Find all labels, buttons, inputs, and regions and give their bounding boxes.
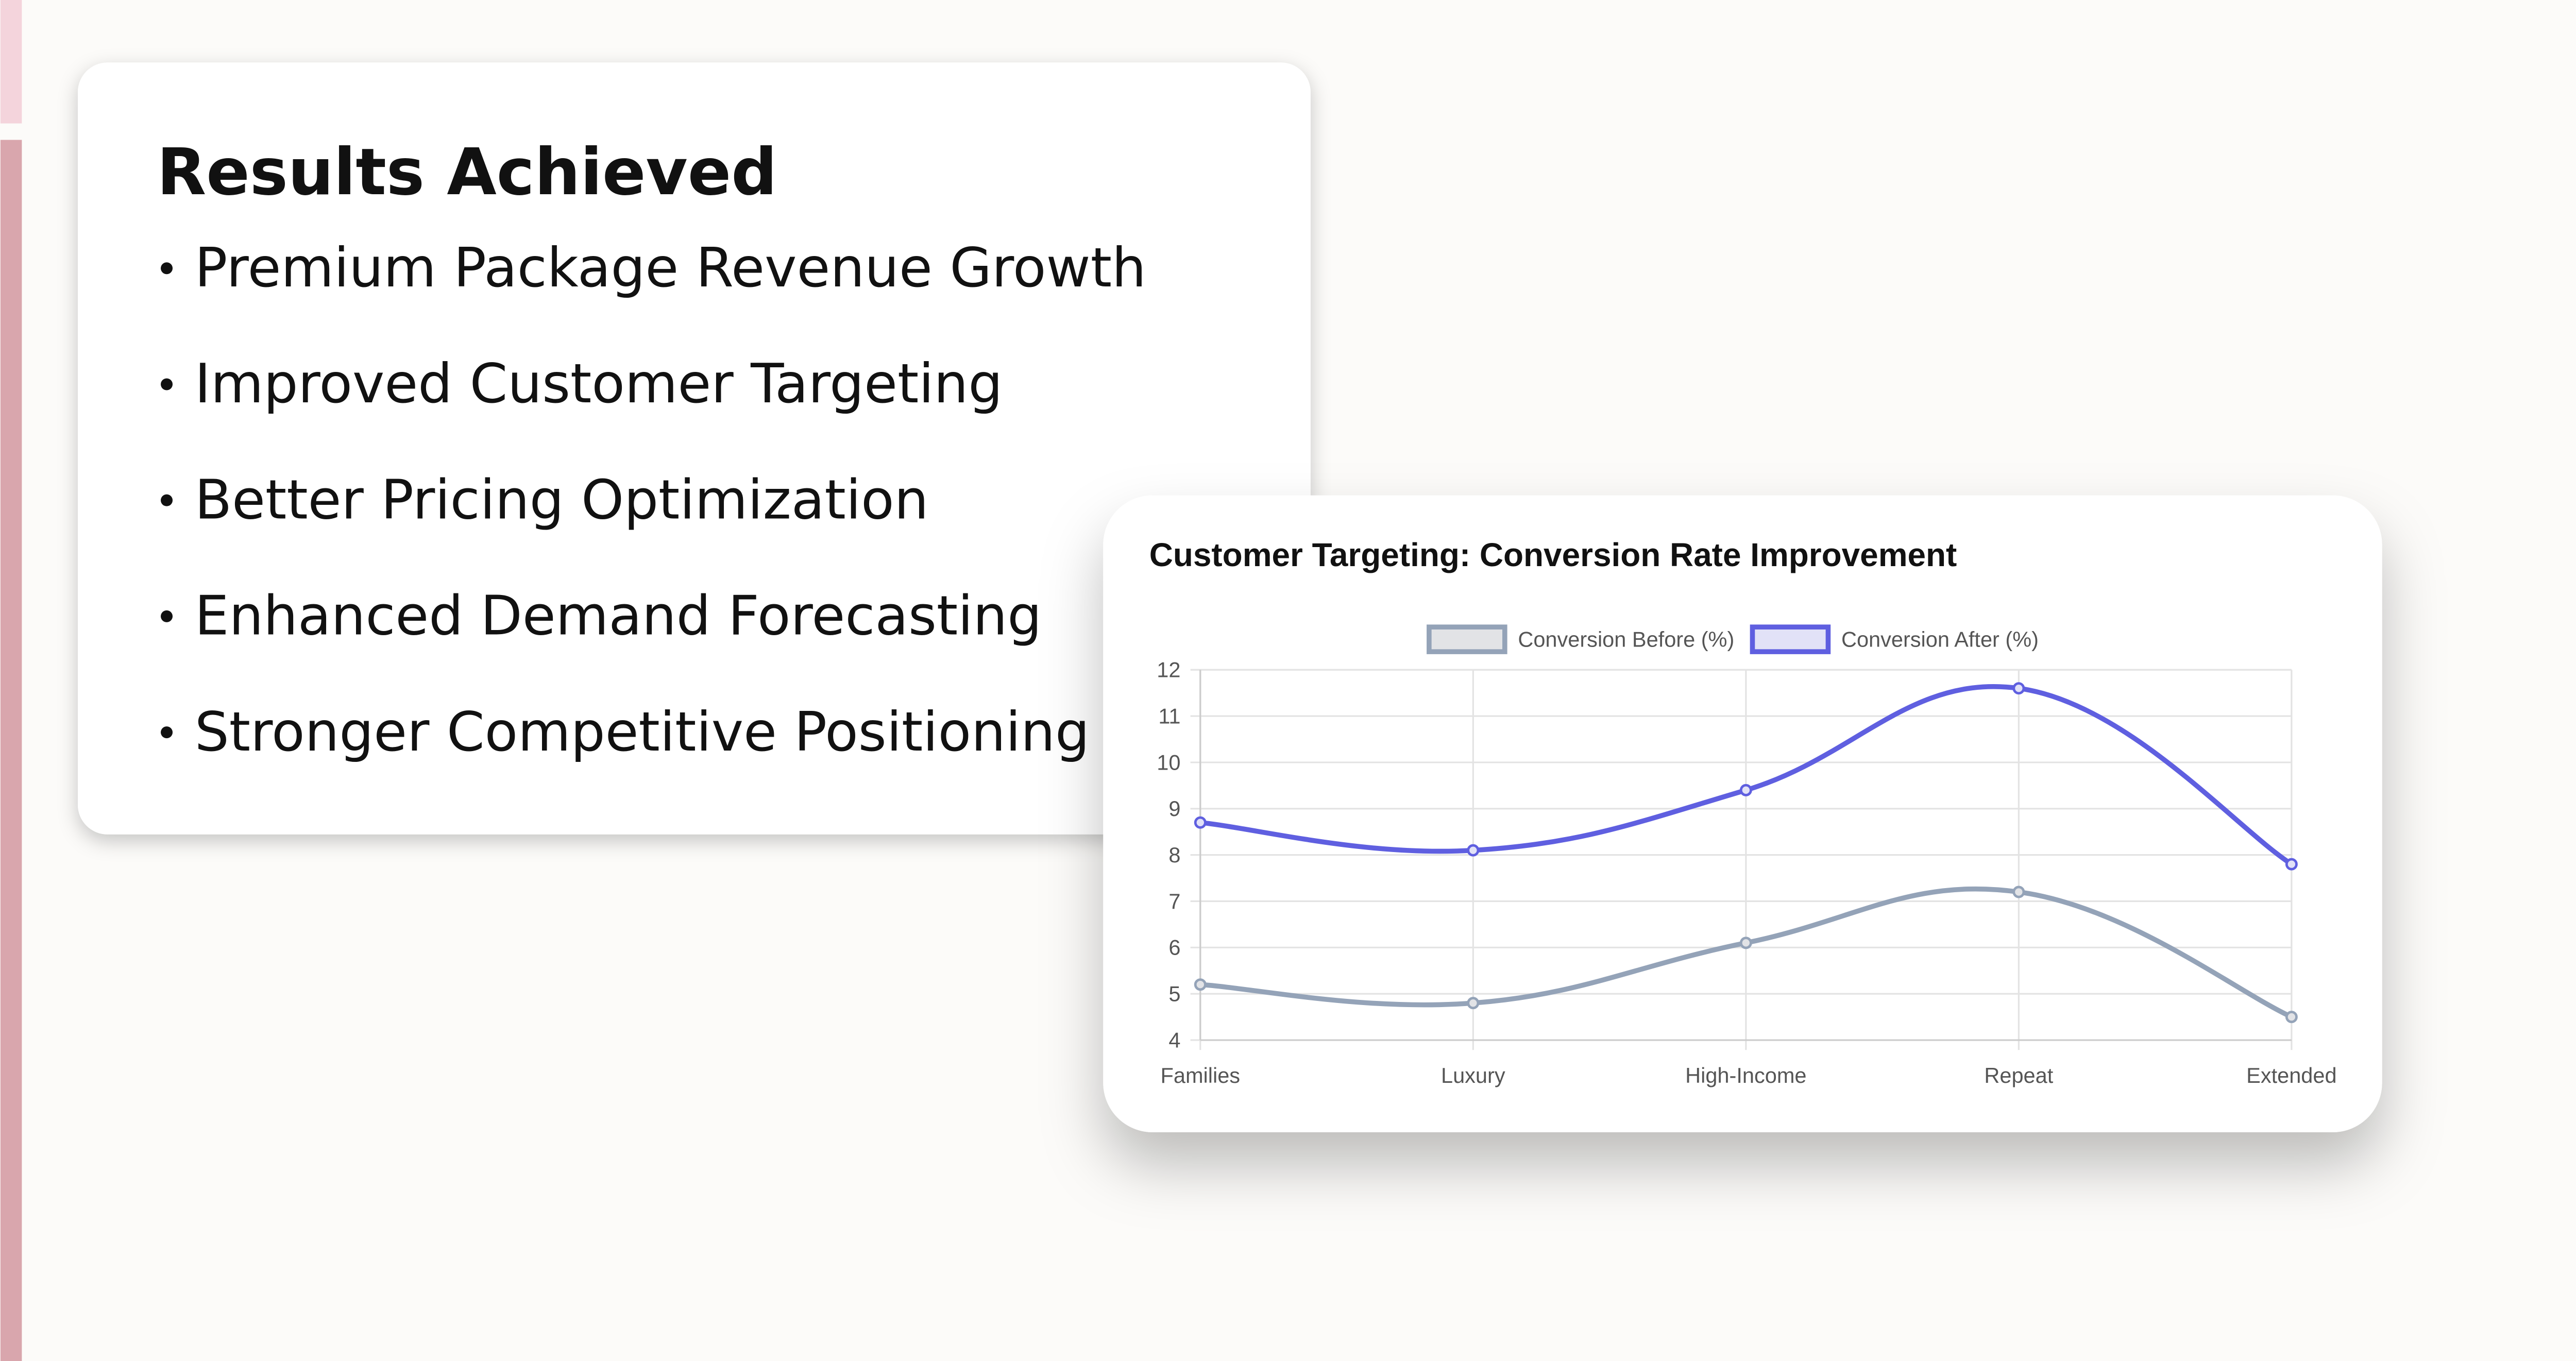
data-point — [1467, 997, 1480, 1010]
chart: Families Luxury High-Income Repeat Extended 4… — [1157, 624, 2337, 1087]
bullet — [161, 262, 173, 275]
legend-label: Conversion After (%) — [1841, 627, 2039, 652]
data-point — [1739, 784, 1752, 796]
data-point — [2012, 886, 2025, 898]
list-item: Improved Customer Targeting — [195, 352, 1003, 415]
accent-stripe — [0, 140, 22, 1361]
bullet — [161, 378, 173, 390]
card-bg — [78, 62, 1311, 835]
card-title: Results Achieved — [157, 135, 777, 210]
bullet — [161, 610, 173, 622]
y-tick-label: 11 — [1158, 704, 1180, 728]
accent-stripe — [0, 0, 22, 124]
bullet — [161, 726, 173, 739]
data-point — [2285, 858, 2298, 871]
y-tick-label: 12 — [1157, 658, 1180, 682]
list-item: Stronger Competitive Positioning — [195, 700, 1090, 763]
chart-title: Customer Targeting: Conversion Rate Impr… — [1149, 536, 1957, 573]
y-tick-label: 7 — [1168, 889, 1180, 913]
series-line — [1200, 684, 2293, 866]
list-item: Better Pricing Optimization — [195, 468, 929, 531]
y-tick-label: 10 — [1157, 750, 1180, 774]
data-point — [1467, 844, 1480, 857]
y-tick-label: 8 — [1168, 843, 1180, 867]
data-point — [2012, 682, 2025, 695]
y-tick-label: 9 — [1168, 796, 1180, 821]
data-point — [1194, 816, 1207, 829]
chart-card: Customer Targeting: Conversion Rate Impr… — [1103, 495, 2382, 1132]
x-tick-label: Repeat — [1984, 1063, 2053, 1087]
card-bg — [1103, 495, 2382, 1132]
data-point — [2285, 1011, 2298, 1024]
results-card: Results Achieved Premium Package Revenue… — [78, 62, 1311, 835]
bullet — [161, 494, 173, 506]
y-tick-label: 4 — [1168, 1028, 1180, 1052]
legend-swatch — [1750, 624, 1831, 654]
item-list: Premium Package Revenue Growth Improved C… — [161, 236, 1146, 763]
y-tick-label: 6 — [1168, 935, 1180, 960]
x-tick-label: Luxury — [1441, 1063, 1505, 1087]
x-tick-label: High-Income — [1685, 1063, 1806, 1087]
x-tick-label: Families — [1161, 1063, 1241, 1087]
data-point — [1194, 978, 1207, 991]
legend-swatch — [1427, 624, 1507, 654]
legend-label: Conversion Before (%) — [1518, 627, 1734, 652]
list-item: Premium Package Revenue Growth — [195, 236, 1146, 299]
y-tick-label: 5 — [1168, 982, 1180, 1006]
list-item: Enhanced Demand Forecasting — [195, 584, 1042, 648]
data-point — [1739, 937, 1752, 949]
x-tick-label: Extended — [2246, 1063, 2336, 1087]
